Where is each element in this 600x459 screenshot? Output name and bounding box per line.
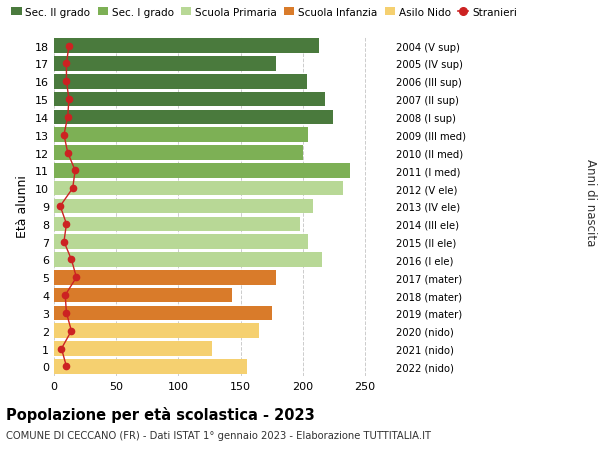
Bar xyxy=(54,93,325,107)
Bar xyxy=(54,146,303,161)
Bar xyxy=(54,324,259,338)
Bar xyxy=(54,306,272,320)
Bar xyxy=(54,181,343,196)
Legend: Sec. II grado, Sec. I grado, Scuola Primaria, Scuola Infanzia, Asilo Nido, Stran: Sec. II grado, Sec. I grado, Scuola Prim… xyxy=(11,7,517,17)
Bar xyxy=(54,199,313,214)
Bar xyxy=(54,39,319,54)
Bar xyxy=(54,110,333,125)
Bar xyxy=(54,164,350,178)
Bar xyxy=(54,57,275,72)
Bar xyxy=(54,288,232,303)
Bar xyxy=(54,341,212,356)
Text: COMUNE DI CECCANO (FR) - Dati ISTAT 1° gennaio 2023 - Elaborazione TUTTITALIA.IT: COMUNE DI CECCANO (FR) - Dati ISTAT 1° g… xyxy=(6,430,431,440)
Bar xyxy=(54,75,307,90)
Bar xyxy=(54,270,275,285)
Text: Anni di nascita: Anni di nascita xyxy=(584,158,597,246)
Bar xyxy=(54,217,301,232)
Bar xyxy=(54,235,308,249)
Bar xyxy=(54,252,322,267)
Bar xyxy=(54,128,308,143)
Bar xyxy=(54,359,247,374)
Text: Popolazione per età scolastica - 2023: Popolazione per età scolastica - 2023 xyxy=(6,406,315,422)
Y-axis label: Età alunni: Età alunni xyxy=(16,175,29,238)
